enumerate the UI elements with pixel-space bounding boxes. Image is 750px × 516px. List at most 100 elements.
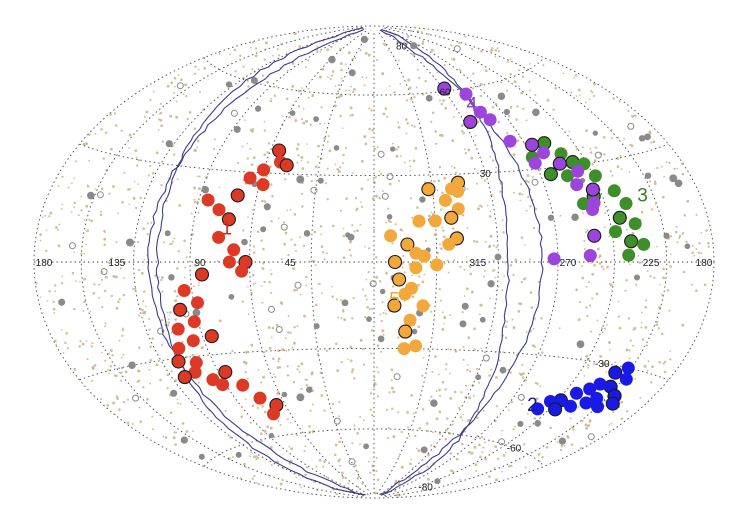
background-source: [288, 115, 291, 119]
background-source: [323, 409, 326, 412]
group-label: 5: [389, 290, 400, 311]
background-source: [390, 379, 393, 382]
background-source: [295, 476, 298, 478]
background-source: [101, 305, 104, 309]
background-source: [554, 86, 557, 90]
background-source: [417, 325, 421, 329]
background-source: [416, 206, 419, 209]
point-group5: [430, 258, 444, 272]
background-source: [236, 161, 240, 164]
background-source: [159, 118, 163, 122]
background-source: [170, 81, 174, 85]
background-source: [463, 148, 466, 151]
background-source: [534, 93, 537, 97]
background-source: [643, 364, 647, 368]
background-source: [676, 241, 679, 244]
background-source: [121, 200, 124, 204]
background-source: [334, 443, 338, 447]
marker-group1: [206, 196, 214, 205]
background-source: [445, 363, 448, 366]
background-source: [320, 233, 323, 236]
background-source: [300, 486, 303, 489]
background-source: [251, 404, 255, 408]
background-source: [437, 373, 440, 376]
background-source: [335, 298, 339, 301]
background-source: [491, 159, 495, 162]
background-source: [497, 457, 500, 460]
background-source: [246, 377, 249, 380]
background-source: [616, 157, 620, 160]
background-source: [73, 367, 77, 371]
background-source: [289, 331, 292, 334]
background-source: [277, 360, 280, 363]
background-source: [73, 201, 76, 205]
point-group4: [587, 228, 602, 243]
background-source: [585, 354, 589, 358]
gray-source: [576, 340, 585, 349]
background-source: [400, 465, 404, 469]
background-source: [397, 121, 400, 124]
background-source: [541, 455, 544, 459]
background-source: [166, 84, 170, 88]
background-source: [255, 455, 258, 458]
background-source: [361, 205, 364, 208]
background-source: [64, 341, 67, 344]
series-group5: [384, 175, 466, 356]
background-source: [172, 436, 176, 440]
background-source: [73, 307, 76, 311]
gray-source-open: [68, 242, 76, 250]
background-source: [430, 444, 433, 447]
background-source: [406, 411, 409, 414]
background-source: [620, 400, 624, 404]
background-source: [645, 344, 648, 347]
background-source: [289, 421, 292, 424]
background-source: [439, 394, 442, 397]
background-source: [213, 138, 216, 141]
background-source: [578, 301, 581, 304]
background-source: [602, 363, 606, 367]
background-source: [157, 118, 161, 121]
background-source: [489, 297, 492, 300]
background-source: [416, 447, 418, 450]
background-source: [421, 408, 425, 411]
background-source: [332, 403, 335, 406]
background-source: [245, 350, 249, 354]
background-source: [586, 357, 590, 361]
background-source: [360, 339, 363, 342]
point-group1: [177, 284, 191, 297]
background-source: [292, 381, 296, 384]
background-source: [273, 94, 277, 98]
background-source: [302, 244, 306, 248]
background-source: [504, 325, 508, 329]
background-source: [463, 268, 466, 271]
gray-source: [419, 196, 426, 203]
background-source: [394, 479, 398, 482]
background-source: [160, 278, 163, 282]
background-source: [507, 368, 510, 371]
background-source: [467, 364, 469, 366]
background-source: [488, 215, 492, 218]
background-source: [459, 478, 462, 481]
background-source: [608, 235, 611, 238]
background-source: [320, 362, 323, 365]
background-source: [363, 135, 367, 139]
background-source: [593, 263, 596, 267]
point-group1: [171, 322, 185, 336]
background-source: [675, 225, 678, 228]
background-source: [487, 130, 490, 133]
background-source: [385, 271, 388, 275]
background-source: [512, 326, 516, 329]
background-source: [559, 448, 563, 452]
background-source: [339, 166, 342, 169]
background-source: [400, 155, 402, 157]
background-source: [276, 48, 279, 51]
background-source: [489, 155, 492, 158]
background-source: [137, 183, 140, 185]
background-source: [476, 182, 479, 185]
background-source: [85, 243, 87, 246]
gray-source-open: [275, 326, 283, 333]
background-source: [644, 326, 648, 329]
background-source: [397, 411, 400, 414]
background-source: [453, 259, 456, 262]
background-source: [354, 197, 358, 200]
